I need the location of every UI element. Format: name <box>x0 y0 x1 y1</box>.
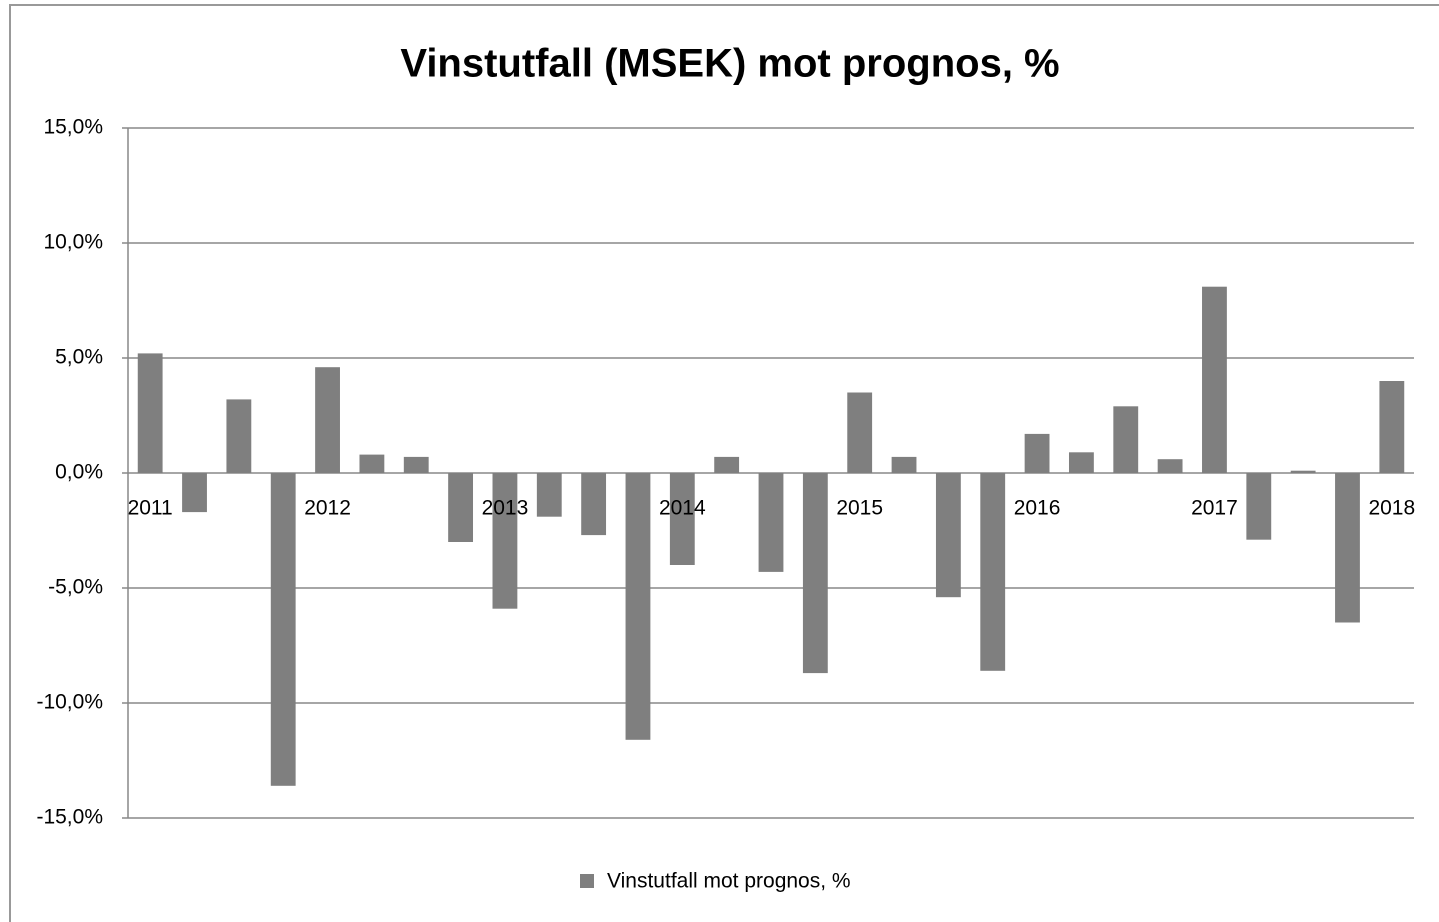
bar <box>1068 452 1094 473</box>
bar <box>714 456 740 473</box>
y-tick-label: 10,0% <box>43 231 103 254</box>
y-tick-label: -5,0% <box>48 576 103 599</box>
bar <box>669 473 695 565</box>
chart-frame <box>9 4 1439 922</box>
bar <box>980 473 1006 671</box>
bar <box>270 473 296 786</box>
legend-swatch <box>580 874 594 888</box>
bar <box>359 454 385 473</box>
bar <box>315 367 340 473</box>
y-tick-label: -10,0% <box>36 691 103 714</box>
x-tick-label: 2012 <box>304 497 351 520</box>
bar <box>1113 406 1139 473</box>
x-tick-label: 2017 <box>1191 497 1238 520</box>
bar <box>581 473 607 536</box>
bar <box>492 473 518 609</box>
bar <box>536 473 562 517</box>
y-tick-label: -15,0% <box>36 806 103 829</box>
x-tick-label: 2016 <box>1014 497 1061 520</box>
x-tick-label: 2014 <box>659 497 706 520</box>
bar <box>1202 286 1227 473</box>
bar <box>1335 473 1360 623</box>
bar <box>935 473 961 598</box>
chart-title: Vinstutfall (MSEK) mot prognos, % <box>400 42 1059 86</box>
bar <box>1157 459 1183 473</box>
x-tick-label: 2011 <box>128 497 173 520</box>
x-tick-label: 2015 <box>836 497 883 520</box>
bar <box>226 399 252 473</box>
bar <box>182 473 207 513</box>
y-tick-label: 15,0% <box>43 116 103 139</box>
x-tick-label: 2013 <box>482 497 529 520</box>
y-tick-label: 0,0% <box>55 461 103 484</box>
bar <box>891 456 917 473</box>
bar <box>758 473 784 572</box>
bar <box>802 473 828 674</box>
bar <box>137 353 163 473</box>
bar <box>847 392 873 473</box>
bar <box>1290 470 1316 473</box>
bar <box>1379 381 1405 473</box>
bar <box>403 456 429 473</box>
bar <box>625 473 651 740</box>
bar <box>448 473 474 542</box>
y-tick-label: 5,0% <box>55 346 103 369</box>
bar <box>1246 473 1272 540</box>
legend-label: Vinstutfall mot prognos, % <box>607 870 851 893</box>
x-tick-label: 2018 <box>1368 497 1415 520</box>
bar <box>1024 433 1050 473</box>
